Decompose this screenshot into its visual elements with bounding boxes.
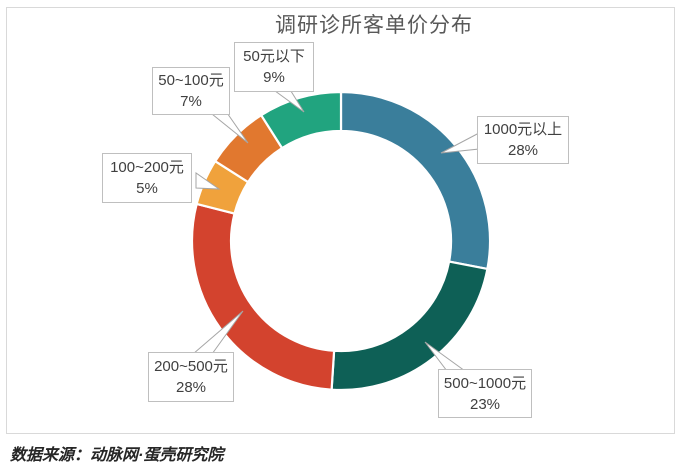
- callout-pointer: [195, 172, 221, 190]
- callout-label: 100~200元: [110, 159, 184, 176]
- callout-500-1000yuan: 500~1000元 23%: [438, 369, 532, 418]
- callout-percent: 28%: [507, 142, 539, 159]
- callout-label: 50~100元: [158, 72, 224, 89]
- callout-percent: 28%: [175, 379, 207, 396]
- callout-percent: 7%: [180, 93, 202, 110]
- callout-percent: 5%: [136, 180, 158, 197]
- callout-label: 200~500元: [154, 358, 228, 375]
- callout-label: 1000元以上: [483, 121, 563, 138]
- callout-under-50yuan: 50元以下 9%: [234, 42, 314, 92]
- callout-label: 50元以下: [243, 48, 305, 65]
- donut-segment: [260, 90, 343, 150]
- chart-title: 调研诊所客单价分布: [275, 14, 473, 37]
- callout-percent: 9%: [263, 69, 285, 86]
- source-note: 数据来源：动脉网·蛋壳研究院: [10, 447, 224, 464]
- callout-200-500yuan: 200~500元 28%: [148, 352, 234, 402]
- callout-100-200yuan: 100~200元 5%: [102, 153, 192, 203]
- callout-percent: 23%: [469, 395, 501, 413]
- callout-1000yuan-plus: 1000元以上 28%: [477, 116, 569, 164]
- callout-50-100yuan: 50~100元 7%: [152, 67, 230, 115]
- callout-label: 500~1000元: [443, 374, 527, 392]
- donut-segment: [339, 90, 492, 270]
